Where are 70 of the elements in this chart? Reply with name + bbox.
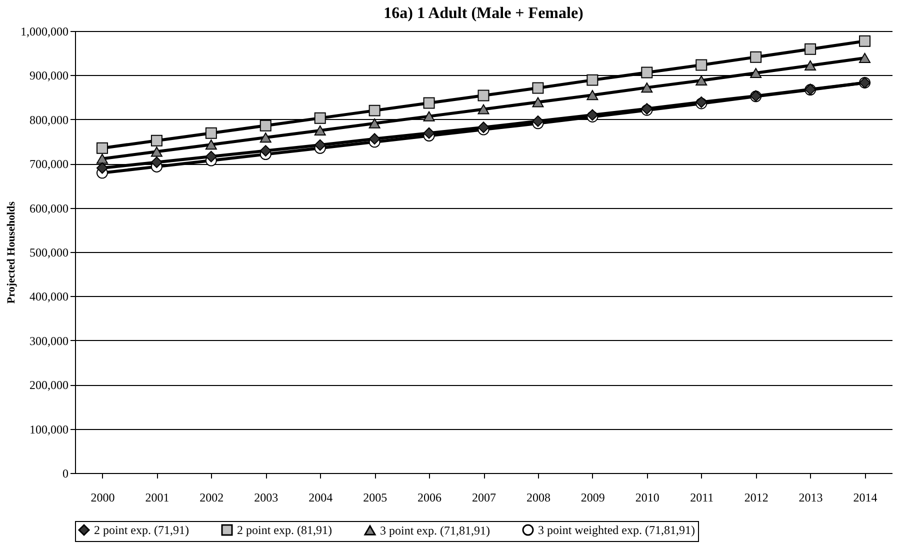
y-tick-label: 400,000	[30, 290, 68, 304]
y-tick-label: 0	[62, 466, 68, 480]
x-tick-label: 2002	[200, 490, 224, 504]
point	[314, 112, 326, 124]
point	[532, 82, 544, 94]
point	[314, 139, 326, 151]
point	[96, 162, 108, 174]
point	[368, 133, 380, 145]
x-tick-label: 2005	[363, 490, 388, 504]
x-tick-label: 2010	[635, 490, 660, 504]
x-tick-label: 2001	[145, 490, 170, 504]
point	[260, 132, 272, 143]
point	[314, 125, 326, 136]
point	[96, 154, 108, 164]
point	[586, 74, 598, 86]
point	[260, 145, 272, 157]
point	[205, 140, 217, 150]
point	[641, 66, 653, 78]
point	[478, 90, 490, 102]
point	[150, 134, 162, 146]
point	[150, 146, 162, 157]
y-tick-label: 500,000	[30, 246, 68, 260]
point	[750, 68, 762, 78]
x-tick-label: 2000	[90, 490, 115, 504]
point	[696, 59, 708, 71]
point	[478, 104, 490, 114]
y-axis-title: Projected Households	[6, 200, 18, 304]
x-tick-label: 2013	[798, 490, 823, 504]
y-tick-label: 200,000	[30, 378, 68, 392]
point	[859, 52, 871, 64]
x-tick-label: 2009	[580, 490, 605, 504]
point	[586, 90, 598, 100]
point	[750, 51, 762, 63]
x-tick-label: 2003	[254, 490, 278, 504]
legend-label: 3 point exp. (71,81,91)	[380, 523, 490, 538]
point	[696, 75, 708, 86]
y-tick-label: 800,000	[30, 112, 68, 127]
point	[260, 120, 272, 132]
y-tick-label: 600,000	[30, 201, 68, 216]
point	[532, 115, 544, 127]
x-tick-label: 2007	[472, 490, 496, 504]
point	[804, 43, 816, 55]
x-tick-label: 2014	[853, 490, 878, 504]
legend-label: 2 point exp. (71,91)	[94, 523, 189, 537]
point	[205, 150, 217, 162]
point	[368, 104, 380, 116]
point	[532, 97, 544, 108]
point	[423, 111, 435, 122]
point	[150, 156, 162, 168]
y-tick-label: 100,000	[30, 422, 68, 436]
x-tick-label: 2012	[744, 490, 768, 504]
point	[423, 97, 435, 109]
point	[641, 82, 653, 93]
point	[423, 127, 435, 139]
y-tick-label: 1,000,000	[20, 24, 68, 38]
legend-label: 2 point exp. (81,91)	[237, 523, 332, 537]
point	[804, 60, 816, 71]
chart-title: 16a) 1 Adult (Male + Female)	[384, 5, 584, 22]
y-tick-label: 300,000	[30, 334, 68, 348]
point	[859, 35, 871, 47]
x-tick-label: 2006	[418, 490, 442, 504]
point	[368, 118, 380, 128]
y-tick-label: 900,000	[30, 68, 68, 83]
x-tick-label: 2004	[308, 490, 333, 504]
y-tick-label: 700,000	[30, 157, 68, 172]
point	[205, 127, 217, 139]
x-tick-label: 2008	[526, 490, 550, 504]
x-tick-label: 2011	[690, 490, 714, 504]
legend-label: 3 point weighted exp. (71,81,91)	[538, 523, 695, 537]
point	[96, 142, 108, 154]
